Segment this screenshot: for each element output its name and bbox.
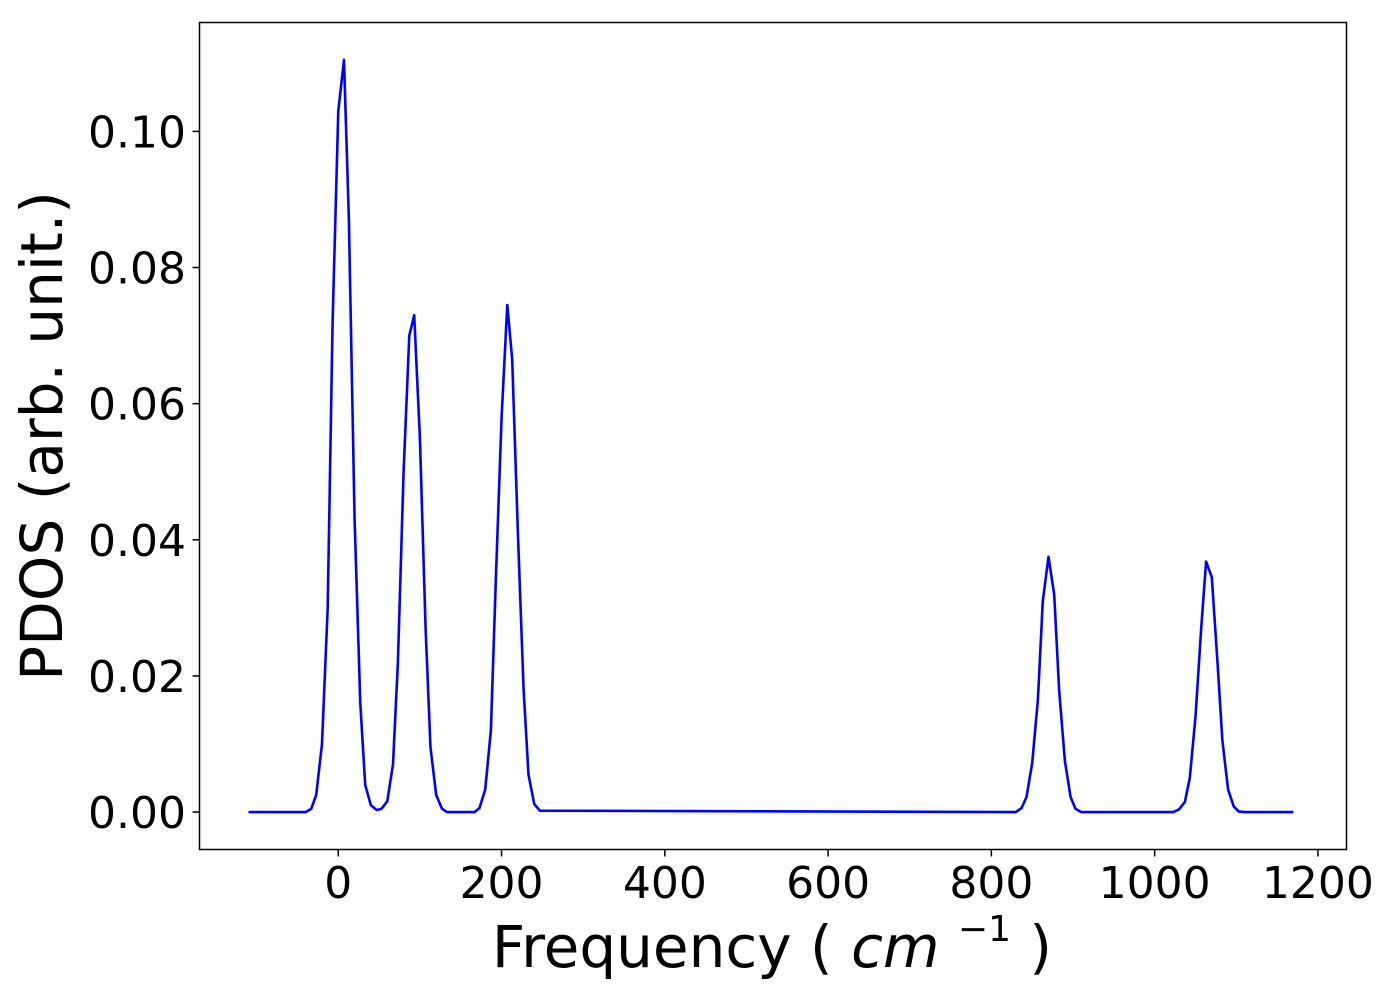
y-axis-label: PDOS (arb. unit.) xyxy=(8,191,76,681)
x-axis-label-close-paren: ) xyxy=(1029,913,1052,981)
x-tick-label: 1200 xyxy=(1262,858,1374,909)
x-axis-ticks: 0 200 400 600 800 1000 1200 xyxy=(324,849,1374,909)
y-tick-label: 0.02 xyxy=(88,652,186,703)
y-tick-label: 0.04 xyxy=(88,516,186,567)
x-tick-label: 400 xyxy=(623,858,707,909)
x-axis-label-text: Frequency xyxy=(492,913,792,981)
x-tick-label: 1000 xyxy=(1099,858,1211,909)
x-axis-unit-base: cm xyxy=(851,913,939,981)
x-axis-label: Frequency ( cm −1 ) xyxy=(492,887,1052,981)
series-layer xyxy=(248,58,1294,814)
y-axis-ticks: 0.00 0.02 0.04 0.06 0.08 0.10 xyxy=(88,107,200,839)
x-tick-label: 0 xyxy=(324,858,352,909)
x-tick-label: 800 xyxy=(949,858,1033,909)
pdos-series-line xyxy=(248,58,1294,814)
x-tick-label: 600 xyxy=(786,858,870,909)
y-tick-label: 0.06 xyxy=(88,380,186,431)
plot-frame xyxy=(198,21,1348,851)
x-axis-label-open-paren: ( xyxy=(810,913,833,981)
y-tick-label: 0.08 xyxy=(88,244,186,295)
x-tick-label: 200 xyxy=(460,858,544,909)
y-tick-label: 0.10 xyxy=(88,107,186,158)
y-tick-label: 0.00 xyxy=(88,788,186,839)
x-axis-unit-exponent: −1 xyxy=(958,909,1011,950)
